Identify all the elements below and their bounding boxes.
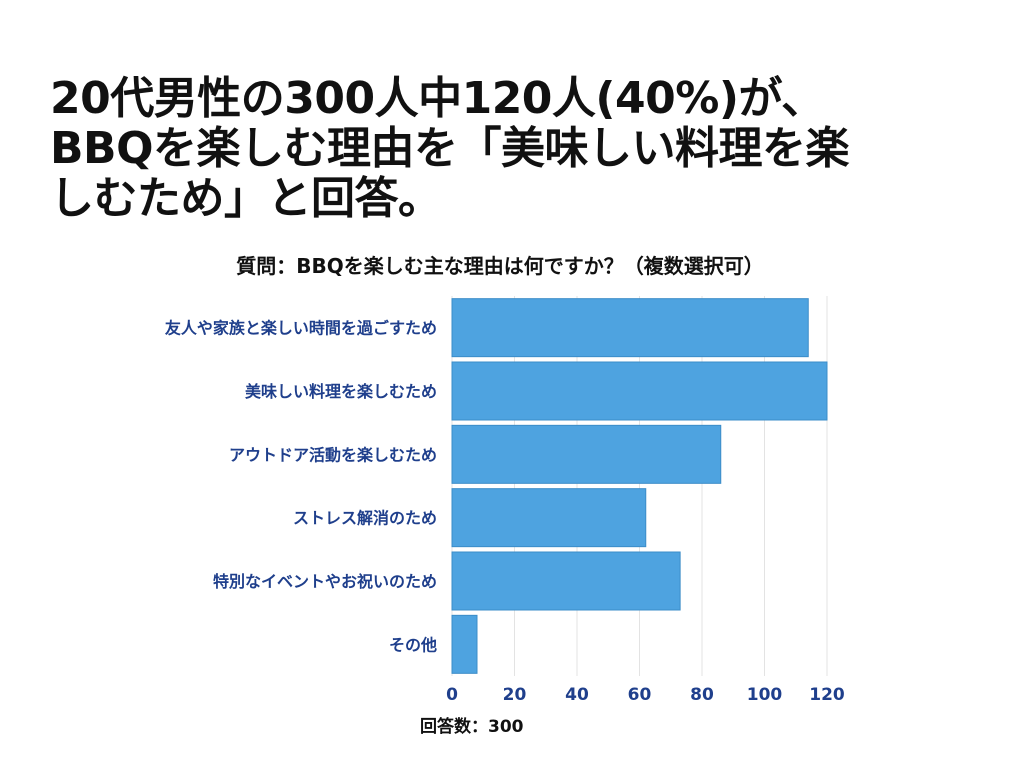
bar — [451, 614, 478, 674]
bar — [451, 361, 828, 421]
category-label: 美味しい料理を楽しむため — [245, 382, 437, 401]
x-tick-label: 0 — [446, 685, 458, 705]
chart-tick-labels: 0 20 40 60 80 100 120 — [446, 685, 845, 705]
headline-line-1: 20代男性の300人中120人(40%)が、 — [50, 73, 825, 124]
chart-title: 質問：BBQを楽しむ主な理由は何ですか？（複数選択可） — [236, 254, 764, 278]
x-tick-label: 60 — [628, 685, 652, 705]
category-label: その他 — [389, 635, 437, 654]
chart-gridlines — [451, 296, 828, 676]
category-label: 特別なイベントやお祝いのため — [213, 572, 437, 591]
bar — [451, 551, 681, 611]
headline: 20代男性の300人中120人(40%)が、 BBQを楽しむ理由を「美味しい料理… — [50, 74, 1010, 224]
response-count: 回答数：300 — [420, 717, 524, 737]
category-label: アウトドア活動を楽しむため — [229, 445, 437, 464]
x-tick-label: 100 — [747, 685, 783, 705]
bar — [451, 488, 647, 548]
x-tick-label: 20 — [503, 685, 527, 705]
chart-category-labels: 友人や家族と楽しい時間を過ごすため美味しい料理を楽しむためアウトドア活動を楽しむ… — [165, 319, 437, 655]
bar — [451, 298, 809, 358]
headline-line-2: BBQを楽しむ理由を「美味しい料理を楽 — [50, 123, 849, 174]
category-label: ストレス解消のため — [293, 509, 437, 528]
x-tick-label: 40 — [565, 685, 589, 705]
bar — [451, 424, 722, 484]
chart-bars — [451, 298, 828, 674]
category-label: 友人や家族と楽しい時間を過ごすため — [165, 319, 437, 338]
x-tick-label: 80 — [690, 685, 714, 705]
x-tick-label: 120 — [809, 685, 845, 705]
headline-line-3: しむため」と回答。 — [50, 173, 442, 224]
